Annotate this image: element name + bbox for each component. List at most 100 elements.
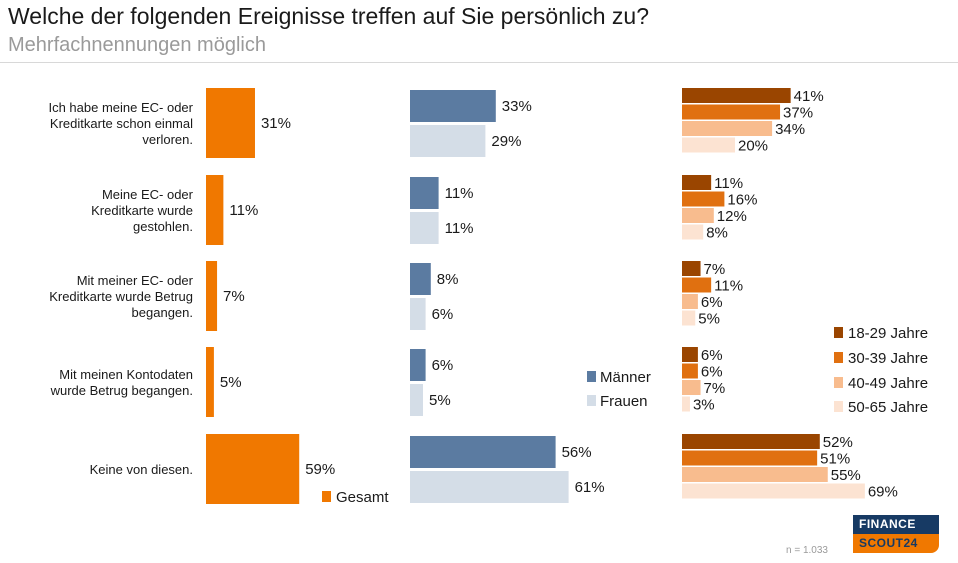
bar-age-18-29-2 — [682, 175, 712, 190]
logo-line-finance: FINANCE — [853, 515, 939, 534]
financescout24-logo: FINANCE SCOUT24 — [853, 515, 939, 553]
label-age-40-49-1: 34% — [775, 121, 805, 138]
label-maenner-2: 11% — [445, 185, 474, 202]
legend-swatch-age-18-29 — [834, 327, 843, 338]
bar-frauen-5 — [410, 471, 569, 503]
bar-frauen-1 — [410, 125, 486, 157]
label-age-50-65-1: 20% — [738, 138, 768, 155]
bar-gesamt-4 — [206, 347, 214, 417]
label-frauen-1: 29% — [491, 133, 521, 150]
category-label-2-line-2: Kreditkarte wurde — [91, 203, 193, 218]
bar-age-40-49-2 — [682, 208, 714, 223]
legend-swatch-age-30-39 — [834, 352, 843, 363]
label-frauen-2: 11% — [445, 220, 474, 237]
bar-frauen-3 — [410, 298, 426, 330]
category-label-1-line-3: verloren. — [142, 132, 193, 147]
label-age-40-49-3: 6% — [701, 294, 723, 311]
bar-maenner-3 — [410, 263, 431, 295]
label-age-30-39-1: 37% — [783, 105, 813, 122]
bar-age-18-29-1 — [682, 88, 791, 103]
bar-age-50-65-1 — [682, 137, 735, 153]
bar-maenner-1 — [410, 90, 496, 122]
label-age-50-65-4: 3% — [693, 397, 715, 414]
label-maenner-5: 56% — [562, 444, 592, 461]
label-age-30-39-3: 11% — [714, 278, 743, 295]
label-age-40-49-2: 12% — [717, 208, 747, 225]
label-frauen-3: 6% — [432, 306, 454, 323]
category-label-1-line-2: Kreditkarte schon einmal — [50, 116, 193, 131]
bar-gesamt-2 — [206, 175, 224, 245]
legend-label-frauen: Frauen — [600, 393, 648, 410]
legend-swatch-gesamt — [322, 491, 331, 502]
sample-size-note: n = 1.033 — [786, 545, 828, 556]
label-gesamt-5: 59% — [305, 461, 335, 478]
label-age-50-65-5: 69% — [868, 484, 898, 501]
legend-swatch-maenner — [587, 371, 596, 382]
label-age-40-49-5: 55% — [831, 467, 861, 484]
category-label-4-line-2: wurde Betrug begangen. — [50, 383, 193, 398]
legend-swatch-age-40-49 — [834, 377, 843, 388]
bar-gesamt-1 — [206, 88, 255, 158]
bar-age-50-65-2 — [682, 224, 704, 240]
label-age-18-29-5: 52% — [823, 434, 853, 451]
legend-label-gesamt: Gesamt — [336, 489, 389, 506]
legend-swatch-frauen — [587, 395, 596, 406]
category-label-2-line-3: gestohlen. — [133, 219, 193, 234]
bar-age-40-49-4 — [682, 380, 701, 395]
bar-maenner-5 — [410, 436, 556, 468]
label-age-18-29-3: 7% — [704, 261, 726, 278]
bar-gesamt-3 — [206, 261, 218, 331]
bar-maenner-2 — [410, 177, 439, 209]
category-label-2-line-1: Meine EC- oder — [102, 187, 194, 202]
label-age-18-29-2: 11% — [714, 175, 743, 192]
bar-age-18-29-3 — [682, 261, 701, 276]
category-label-4-line-1: Mit meinen Kontodaten — [59, 367, 193, 382]
legend-label-maenner: Männer — [600, 369, 651, 386]
bar-age-40-49-3 — [682, 294, 698, 309]
label-age-18-29-1: 41% — [794, 88, 824, 105]
category-label-3-line-2: Kreditkarte wurde Betrug — [49, 289, 193, 304]
chart-title: Welche der folgenden Ereignisse treffen … — [8, 3, 649, 29]
label-gesamt-2: 11% — [229, 202, 258, 219]
category-label-3-line-1: Mit meiner EC- oder — [77, 273, 194, 288]
label-maenner-3: 8% — [437, 271, 459, 288]
chart-subtitle: Mehrfachnennungen möglich — [8, 34, 266, 56]
bar-age-50-65-3 — [682, 310, 696, 326]
bar-gesamt-5 — [206, 434, 300, 504]
legend-swatch-age-50-65 — [834, 401, 843, 412]
category-label-5-line-1: Keine von diesen. — [90, 462, 193, 477]
bar-age-30-39-1 — [682, 104, 781, 120]
label-gesamt-1: 31% — [261, 115, 291, 132]
bar-age-30-39-2 — [682, 191, 725, 207]
label-age-30-39-2: 16% — [727, 192, 757, 209]
bar-age-50-65-5 — [682, 483, 865, 499]
bar-maenner-4 — [410, 349, 426, 381]
bar-age-50-65-4 — [682, 396, 690, 412]
label-frauen-5: 61% — [575, 479, 605, 496]
label-gesamt-3: 7% — [223, 288, 245, 305]
bar-age-18-29-5 — [682, 434, 820, 449]
label-gesamt-4: 5% — [220, 374, 242, 391]
bar-age-30-39-3 — [682, 277, 712, 293]
label-maenner-1: 33% — [502, 98, 532, 115]
logo-line-scout24: SCOUT24 — [853, 534, 939, 553]
label-age-50-65-3: 5% — [698, 311, 720, 328]
bar-frauen-4 — [410, 384, 423, 416]
legend-label-age-30-39: 30-39 Jahre — [848, 350, 928, 367]
category-label-1-line-1: Ich habe meine EC- oder — [48, 100, 193, 115]
category-label-3-line-3: begangen. — [132, 305, 193, 320]
bar-age-30-39-5 — [682, 450, 818, 466]
bar-age-40-49-1 — [682, 121, 773, 136]
bar-age-40-49-5 — [682, 467, 828, 482]
legend-label-age-18-29: 18-29 Jahre — [848, 325, 928, 342]
label-age-30-39-5: 51% — [820, 451, 850, 468]
label-age-40-49-4: 7% — [704, 380, 726, 397]
label-age-18-29-4: 6% — [701, 347, 723, 364]
label-age-50-65-2: 8% — [706, 225, 728, 242]
bar-age-30-39-4 — [682, 363, 698, 379]
title-divider — [0, 62, 958, 63]
label-maenner-4: 6% — [432, 357, 454, 374]
bar-frauen-2 — [410, 212, 439, 244]
legend-label-age-40-49: 40-49 Jahre — [848, 375, 928, 392]
